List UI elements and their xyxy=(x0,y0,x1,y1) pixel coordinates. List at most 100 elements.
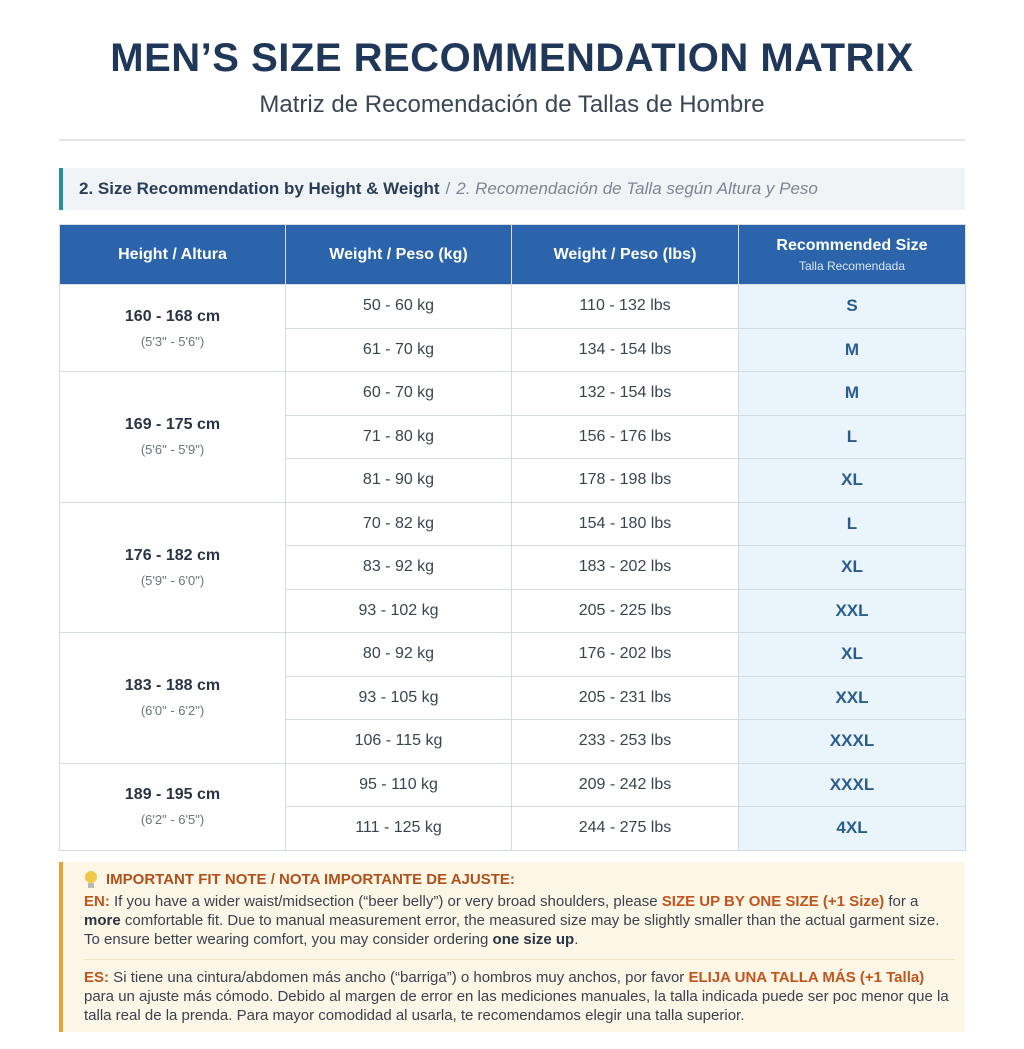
column-header-label: Weight / Peso (lbs) xyxy=(553,245,697,263)
column-header-label: Weight / Peso (kg) xyxy=(329,245,468,263)
size-cell: S xyxy=(738,284,966,329)
section-title-separator: / xyxy=(445,179,451,198)
note-highlight: ELIJA UNA TALLA MÁS (+1 Talla) xyxy=(688,969,925,986)
weight-lbs-cell: 176 - 202 lbs xyxy=(511,632,739,677)
page-subtitle: Matriz de Recomendación de Tallas de Hom… xyxy=(259,91,765,118)
weight-lbs-cell: 134 - 154 lbs xyxy=(511,327,739,372)
note-bold: more xyxy=(84,912,121,929)
fit-note-es: ES: Si tiene una cintura/abdomen más anc… xyxy=(84,959,955,1025)
height-cell: 169 - 175 cm (5'6" - 5'9") xyxy=(59,371,286,503)
table-header-row: Height / Altura Weight / Peso (kg) Weigh… xyxy=(59,224,966,285)
table-row: 189 - 195 cm (6'2" - 6'5") 95 - 110 kg 2… xyxy=(59,762,966,851)
height-cm: 176 - 182 cm xyxy=(124,546,221,564)
note-text: para un ajuste más cómodo. Debido al mar… xyxy=(84,988,949,1024)
weight-lbs-cell: 244 - 275 lbs xyxy=(511,806,739,851)
column-header-size: Recommended Size Talla Recomendada xyxy=(738,224,966,285)
weight-lbs-cell: 154 - 180 lbs xyxy=(511,501,739,546)
divider xyxy=(59,139,965,141)
note-text: If you have a wider waist/midsection (“b… xyxy=(109,893,662,910)
weight-kg-cell: 61 - 70 kg xyxy=(285,327,512,372)
height-cell: 176 - 182 cm (5'9" - 6'0") xyxy=(59,501,286,633)
fit-note-en: EN: If you have a wider waist/midsection… xyxy=(84,892,955,949)
weight-kg-cell: 93 - 105 kg xyxy=(285,675,512,720)
height-ft: (6'2" - 6'5") xyxy=(140,812,205,827)
weight-kg-cell: 106 - 115 kg xyxy=(285,719,512,764)
height-cm: 169 - 175 cm xyxy=(124,416,221,434)
table-row: 106 - 115 kg 233 - 253 lbs XXXL xyxy=(60,719,966,764)
weight-kg-cell: 81 - 90 kg xyxy=(285,458,512,503)
weight-lbs-cell: 205 - 231 lbs xyxy=(511,675,739,720)
note-text: Si tiene una cintura/abdomen más ancho (… xyxy=(109,969,689,986)
weight-lbs-cell: 132 - 154 lbs xyxy=(511,371,739,416)
table-row: 176 - 182 cm (5'9" - 6'0") 70 - 82 kg 15… xyxy=(59,501,966,633)
weight-kg-cell: 60 - 70 kg xyxy=(285,371,512,416)
height-ft: (5'9" - 6'0") xyxy=(140,572,205,588)
section-heading: 2. Size Recommendation by Height & Weigh… xyxy=(59,168,965,210)
table-row: 160 - 168 cm (5'3" - 5'6") 50 - 60 kg 11… xyxy=(59,284,966,372)
height-cm: 183 - 188 cm xyxy=(124,677,221,695)
size-cell: 4XL xyxy=(738,806,966,851)
table-row: 71 - 80 kg 156 - 176 lbs L xyxy=(60,414,966,459)
table-row: 93 - 102 kg 205 - 225 lbs XXL xyxy=(60,588,966,633)
weight-kg-cell: 50 - 60 kg xyxy=(285,284,512,329)
table-row: 93 - 105 kg 205 - 231 lbs XXL xyxy=(60,675,966,720)
lightbulb-icon xyxy=(84,870,98,889)
weight-lbs-cell: 178 - 198 lbs xyxy=(511,458,739,503)
weight-kg-cell: 93 - 102 kg xyxy=(285,588,512,633)
column-header-weight-kg: Weight / Peso (kg) xyxy=(285,224,512,285)
table-row: 83 - 92 kg 183 - 202 lbs XL xyxy=(60,545,966,590)
size-cell: XL xyxy=(738,632,966,677)
lang-label-en: EN: xyxy=(84,893,110,910)
column-header-label: Height / Altura xyxy=(118,245,227,263)
size-matrix-table: Height / Altura Weight / Peso (kg) Weigh… xyxy=(59,224,966,851)
table-row: 111 - 125 kg 244 - 275 lbs 4XL xyxy=(60,806,966,851)
column-header-height: Height / Altura xyxy=(59,224,286,285)
weight-lbs-cell: 205 - 225 lbs xyxy=(511,588,739,633)
height-ft: (6'0" - 6'2") xyxy=(140,703,205,719)
column-header-sublabel: Talla Recomendada xyxy=(798,258,906,273)
weight-kg-cell: 71 - 80 kg xyxy=(285,414,512,459)
height-cm: 189 - 195 cm xyxy=(124,786,221,803)
size-cell: XXXL xyxy=(738,719,966,764)
weight-kg-cell: 95 - 110 kg xyxy=(285,762,512,807)
size-cell: M xyxy=(738,371,966,416)
size-cell: XL xyxy=(738,545,966,590)
fit-note-box: IMPORTANT FIT NOTE / NOTA IMPORTANTE DE … xyxy=(59,862,965,1032)
size-cell: XXXL xyxy=(738,762,966,807)
height-ft: (5'6" - 5'9") xyxy=(140,442,205,458)
page-title: MEN’S SIZE RECOMMENDATION MATRIX xyxy=(110,36,914,80)
fit-note-title: IMPORTANT FIT NOTE / NOTA IMPORTANTE DE … xyxy=(106,871,515,888)
section-title-en: 2. Size Recommendation by Height & Weigh… xyxy=(79,179,440,198)
section-title-es: 2. Recomendación de Talla según Altura y… xyxy=(456,179,818,198)
column-header-weight-lbs: Weight / Peso (lbs) xyxy=(511,224,739,285)
weight-kg-cell: 80 - 92 kg xyxy=(285,632,512,677)
note-highlight: SIZE UP BY ONE SIZE (+1 Size) xyxy=(661,893,885,910)
weight-lbs-cell: 110 - 132 lbs xyxy=(511,284,739,329)
height-cell: 183 - 188 cm (6'0" - 6'2") xyxy=(59,632,286,764)
note-text: for a xyxy=(884,893,919,910)
column-header-label: Recommended Size xyxy=(776,236,928,254)
note-bold: one size up xyxy=(492,931,575,948)
weight-lbs-cell: 233 - 253 lbs xyxy=(511,719,739,764)
size-cell: M xyxy=(738,327,966,372)
weight-kg-cell: 111 - 125 kg xyxy=(285,806,512,851)
weight-lbs-cell: 183 - 202 lbs xyxy=(511,545,739,590)
size-cell: XXL xyxy=(738,588,966,633)
height-ft: (5'3" - 5'6") xyxy=(140,333,205,349)
table-row: 61 - 70 kg 134 - 154 lbs M xyxy=(60,327,966,372)
lang-label-es: ES: xyxy=(84,969,110,986)
note-text: . xyxy=(574,931,579,948)
weight-lbs-cell: 156 - 176 lbs xyxy=(511,414,739,459)
weight-lbs-cell: 209 - 242 lbs xyxy=(511,762,739,807)
height-cell: 160 - 168 cm (5'3" - 5'6") xyxy=(59,284,286,372)
fit-note-heading: IMPORTANT FIT NOTE / NOTA IMPORTANTE DE … xyxy=(84,870,955,889)
note-text: comfortable fit. Due to manual measureme… xyxy=(84,912,940,948)
table-row: 183 - 188 cm (6'0" - 6'2") 80 - 92 kg 17… xyxy=(59,632,966,764)
table-row: 169 - 175 cm (5'6" - 5'9") 60 - 70 kg 13… xyxy=(59,371,966,503)
size-cell: XL xyxy=(738,458,966,503)
size-cell: L xyxy=(738,501,966,546)
weight-kg-cell: 83 - 92 kg xyxy=(285,545,512,590)
weight-kg-cell: 70 - 82 kg xyxy=(285,501,512,546)
height-cm: 160 - 168 cm xyxy=(124,307,221,325)
size-cell: L xyxy=(738,414,966,459)
